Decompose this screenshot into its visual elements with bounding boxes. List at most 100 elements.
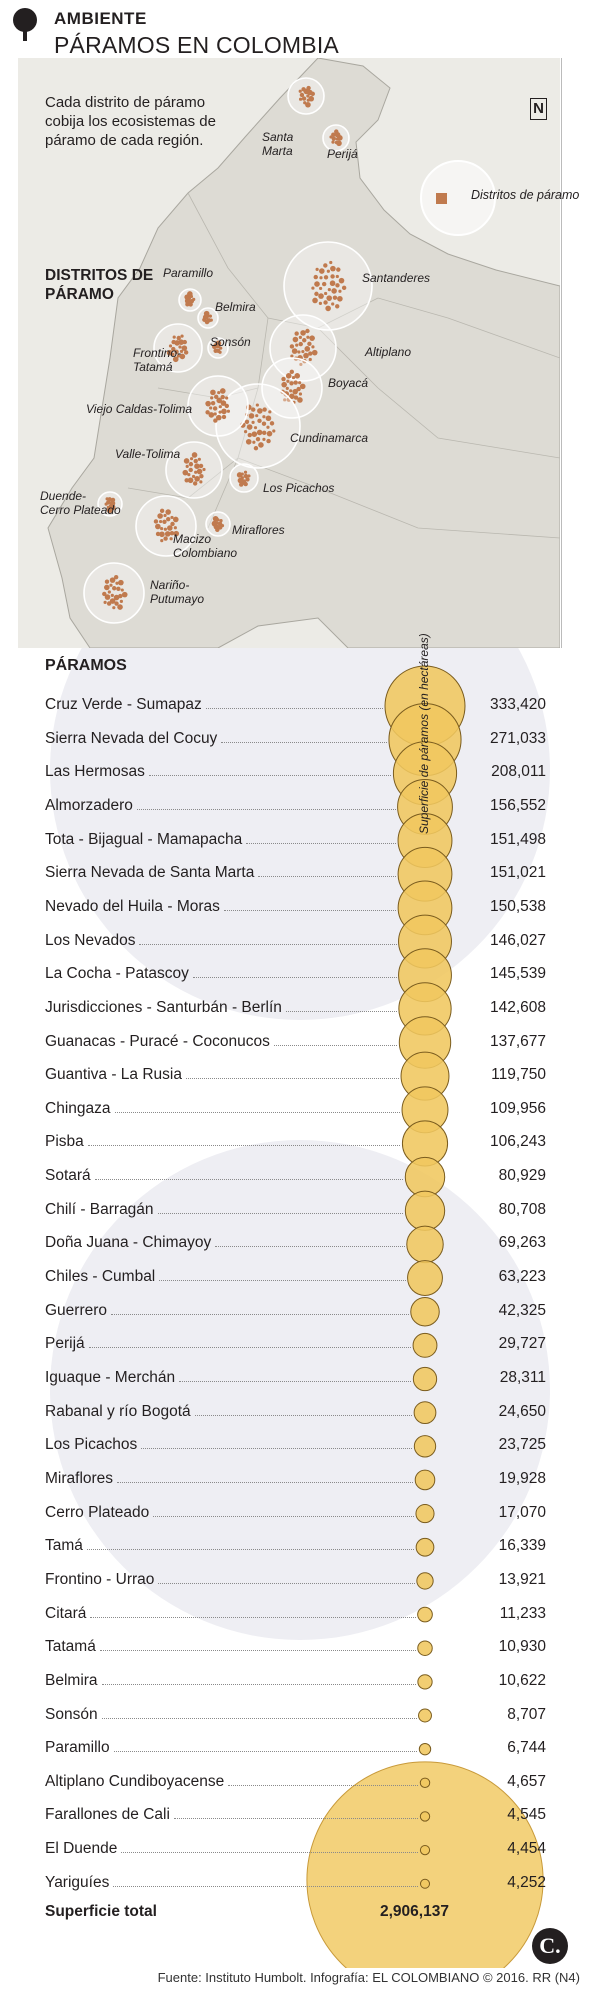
district-label: Boyacá <box>328 376 369 390</box>
paramo-value: 28,311 <box>499 1369 546 1386</box>
leader-line <box>115 1111 401 1113</box>
district-circle <box>178 288 202 312</box>
district-circle <box>83 562 145 624</box>
list-heading: PÁRAMOS <box>45 657 127 674</box>
paramo-name: Los Nevados <box>45 931 136 949</box>
district-circle <box>153 323 203 373</box>
paramo-value: 142,608 <box>489 998 546 1016</box>
paramo-name: Guantiva - La Rusia <box>45 1066 182 1084</box>
district-circle <box>135 495 197 557</box>
paramo-value: 106,243 <box>489 1133 546 1151</box>
paramo-value: 24,650 <box>498 1402 546 1420</box>
leader-line <box>228 1784 419 1786</box>
total-bubble <box>306 1761 544 1968</box>
district-label: Duende- Cerro Plateado <box>40 489 121 517</box>
paramo-name: Cruz Verde - Sumapaz <box>45 696 202 713</box>
leader-line <box>87 1549 415 1551</box>
paramo-value: 63,223 <box>498 1268 546 1286</box>
paramo-name: Nevado del Huila - Moras <box>45 897 220 915</box>
paramo-value: 16,339 <box>498 1537 546 1555</box>
leader-line <box>153 1515 414 1517</box>
paramo-name: Farallones de Cali <box>45 1806 170 1824</box>
leader-line <box>111 1313 409 1315</box>
paramo-value: 137,677 <box>489 1032 546 1050</box>
leader-line <box>102 1683 416 1685</box>
leader-line <box>90 1616 416 1618</box>
page-title: PÁRAMOS EN COLOMBIA <box>54 32 339 58</box>
leader-line <box>95 1179 404 1181</box>
paramo-name: Sierra Nevada de Santa Marta <box>45 864 255 882</box>
north-arrow-icon: N <box>530 98 547 120</box>
district-circle <box>187 375 249 437</box>
district-label: Viejo Caldas-Tolima <box>86 402 193 416</box>
paramo-value: 146,027 <box>489 931 546 949</box>
district-label: Valle-Tolima <box>115 447 181 461</box>
district-circle <box>322 124 350 152</box>
leader-line <box>121 1852 419 1854</box>
leader-line <box>117 1481 414 1483</box>
bubble-mark <box>419 1811 431 1822</box>
district-circle <box>215 383 301 469</box>
paramo-name: Iguaque - Merchán <box>45 1369 176 1386</box>
district-label: Nariño- Putumayo <box>150 578 205 606</box>
bubble-mark <box>419 1844 431 1856</box>
paramo-value: 4,657 <box>507 1772 546 1790</box>
leader-line <box>88 1145 401 1147</box>
paramo-value: 80,708 <box>498 1200 546 1218</box>
leader-line <box>186 1078 400 1080</box>
bubble-mark <box>412 1366 438 1392</box>
district-circle <box>269 314 337 382</box>
paramo-name: Tamá <box>45 1537 83 1555</box>
district-circle <box>229 463 259 493</box>
colombia-map <box>18 58 560 648</box>
paramo-name: Chilí - Barragán <box>45 1200 154 1218</box>
bubble-mark <box>418 1742 432 1756</box>
total-label: Superficie total <box>45 1903 157 1920</box>
leader-line <box>221 741 387 743</box>
bubble-mark <box>419 1777 431 1789</box>
paramo-value: 271,033 <box>489 729 546 747</box>
district-circle <box>97 491 123 517</box>
paramo-value: 69,263 <box>498 1234 546 1252</box>
district-label: Miraflores <box>232 523 285 537</box>
leader-line <box>174 1818 419 1820</box>
leader-line <box>89 1347 412 1349</box>
leader-line <box>193 977 397 979</box>
leader-line <box>158 1582 415 1584</box>
leader-line <box>149 775 392 777</box>
district-circle <box>165 441 223 499</box>
leader-line <box>141 1448 413 1450</box>
paramo-value: 10,622 <box>498 1671 546 1689</box>
paramo-name: Miraflores <box>45 1469 114 1487</box>
leader-line <box>102 1717 417 1719</box>
bubble-mark <box>415 1537 435 1557</box>
paramo-name: Almorzadero <box>45 796 133 814</box>
paramo-name: Guerrero <box>45 1301 108 1319</box>
paramo-name: Doña Juana - Chimayoy <box>45 1234 212 1252</box>
district-label: Santanderes <box>362 271 431 285</box>
district-label: Paramillo <box>163 266 214 280</box>
bubble-mark <box>404 1190 446 1231</box>
bubble-mark <box>417 1674 433 1690</box>
paramo-value: 156,552 <box>489 796 546 814</box>
leader-line <box>215 1246 405 1248</box>
leader-line <box>139 943 397 945</box>
paramo-name: Sonsón <box>45 1705 98 1723</box>
districts-heading: DISTRITOS DE PÁRAMO <box>45 267 154 303</box>
bubble-mark <box>417 1640 433 1656</box>
header: AMBIENTE PÁRAMOS EN COLOMBIA <box>0 0 589 70</box>
district-label: Altiplano <box>365 345 412 359</box>
paramo-name: El Duende <box>45 1840 118 1858</box>
paramo-value: 4,545 <box>507 1806 546 1824</box>
leader-line <box>274 1044 398 1046</box>
leader-line <box>159 1280 406 1282</box>
paramo-name: La Cocha - Patascoy <box>45 965 189 983</box>
leader-line <box>224 909 397 911</box>
country-shape <box>47 58 560 648</box>
district-circle <box>197 307 219 329</box>
brand-logo: C. <box>532 1928 568 1964</box>
district-label: Sonsón <box>210 335 251 349</box>
paramo-name: Yariguíes <box>45 1873 110 1891</box>
paramo-name: Frontino - Urrao <box>45 1570 155 1588</box>
paramo-name: Rabanal y río Bogotá <box>45 1402 191 1420</box>
